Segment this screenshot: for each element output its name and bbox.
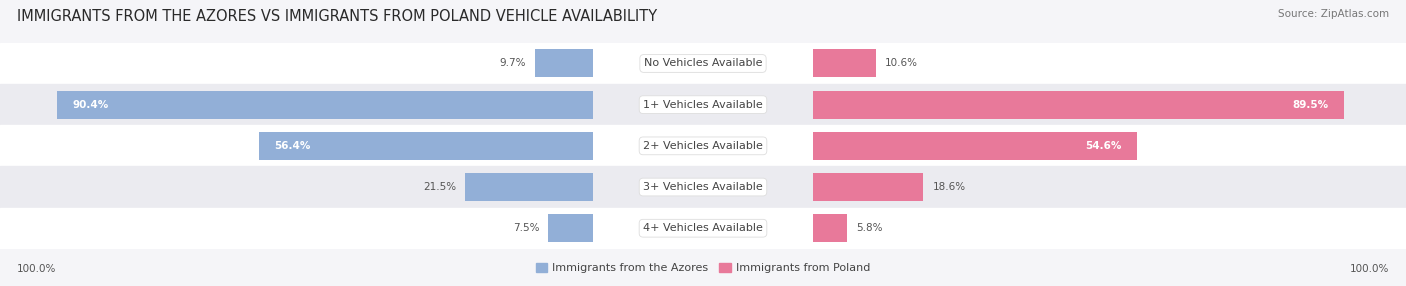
Bar <box>813 49 876 78</box>
Text: No Vehicles Available: No Vehicles Available <box>644 59 762 68</box>
Text: 5.8%: 5.8% <box>856 223 883 233</box>
Bar <box>813 91 1344 119</box>
Bar <box>0 84 1406 125</box>
Legend: Immigrants from the Azores, Immigrants from Poland: Immigrants from the Azores, Immigrants f… <box>531 258 875 278</box>
Text: 100.0%: 100.0% <box>1350 264 1389 274</box>
Bar <box>0 208 1406 249</box>
Text: 56.4%: 56.4% <box>274 141 311 151</box>
Bar <box>0 125 1406 166</box>
Text: 18.6%: 18.6% <box>932 182 966 192</box>
Text: 10.6%: 10.6% <box>884 59 918 68</box>
Bar <box>0 43 1406 84</box>
Bar <box>548 214 593 242</box>
Text: 2+ Vehicles Available: 2+ Vehicles Available <box>643 141 763 151</box>
Bar <box>259 132 593 160</box>
Text: IMMIGRANTS FROM THE AZORES VS IMMIGRANTS FROM POLAND VEHICLE AVAILABILITY: IMMIGRANTS FROM THE AZORES VS IMMIGRANTS… <box>17 9 657 23</box>
Text: 3+ Vehicles Available: 3+ Vehicles Available <box>643 182 763 192</box>
Text: 21.5%: 21.5% <box>423 182 457 192</box>
Text: 89.5%: 89.5% <box>1292 100 1329 110</box>
Text: 90.4%: 90.4% <box>72 100 108 110</box>
Text: 1+ Vehicles Available: 1+ Vehicles Available <box>643 100 763 110</box>
Text: 7.5%: 7.5% <box>513 223 540 233</box>
Text: 4+ Vehicles Available: 4+ Vehicles Available <box>643 223 763 233</box>
Bar <box>465 173 593 201</box>
Text: 54.6%: 54.6% <box>1085 141 1122 151</box>
Bar <box>536 49 593 78</box>
Bar <box>0 166 1406 208</box>
Text: 100.0%: 100.0% <box>17 264 56 274</box>
Text: 9.7%: 9.7% <box>499 59 526 68</box>
Bar <box>813 214 848 242</box>
Bar <box>813 173 924 201</box>
Bar <box>56 91 593 119</box>
Text: Source: ZipAtlas.com: Source: ZipAtlas.com <box>1278 9 1389 19</box>
Bar <box>813 132 1137 160</box>
